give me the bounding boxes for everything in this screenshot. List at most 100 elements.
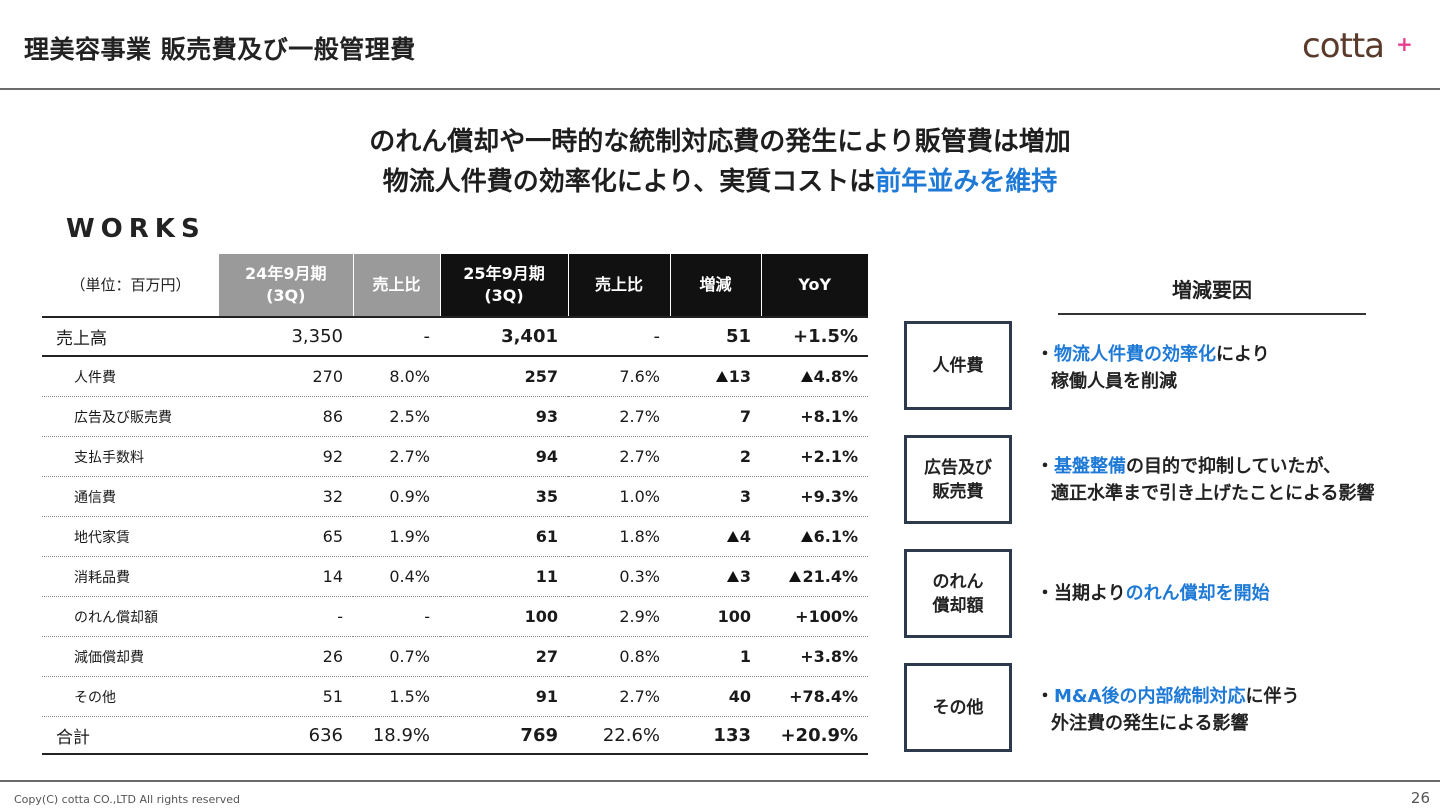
cell-yoy: 6.1% xyxy=(761,516,868,557)
reason-box-label: のれん xyxy=(932,571,984,592)
cell-prev-ratio: 0.7% xyxy=(353,636,440,677)
reason-highlight: のれん償却を開始 xyxy=(1125,583,1270,604)
cell-value: - xyxy=(653,326,661,347)
reason-box-personnel: 人件費 xyxy=(904,321,1012,410)
reason-line: 外注費の発生による影響 xyxy=(1051,713,1249,734)
reasons-divider xyxy=(1058,313,1366,315)
cell-value: 270 xyxy=(312,367,343,386)
cell-curr-ratio: 7.6% xyxy=(568,356,670,397)
cell-value: 26 xyxy=(322,647,343,666)
page-number: 26 xyxy=(1410,789,1430,807)
cell-label: その他 xyxy=(42,676,219,717)
cell-yoy: +3.8% xyxy=(761,636,868,677)
table-row: 通信費 32 0.9% 35 1.0% 3 +9.3% xyxy=(42,476,868,517)
reason-text: に伴う xyxy=(1245,686,1300,707)
cell-diff: 7 xyxy=(670,396,761,437)
cell-value: +78.4% xyxy=(789,687,858,706)
cell-yoy: +8.1% xyxy=(761,396,868,437)
cell-value: 133 xyxy=(713,724,751,746)
logo-plus-icon: + xyxy=(1396,32,1413,56)
copyright-text: Copy(C) cotta CO.,LTD All rights reserve… xyxy=(14,793,241,806)
cell-value: 769 xyxy=(520,724,558,746)
cell-prev: 26 xyxy=(219,636,353,677)
cell-value: 通信費 xyxy=(74,489,116,506)
table-header-row: （単位：百万円） 24年9月期 (3Q) 売上比 25年9月期 (3Q) 売上比 増… xyxy=(42,254,868,317)
cell-curr-ratio: 2.7% xyxy=(568,396,670,437)
cell-value: - xyxy=(424,607,430,626)
cell-curr: 11 xyxy=(440,556,568,597)
cell-value: 消耗品費 xyxy=(74,569,130,586)
cell-value: - xyxy=(423,326,431,347)
cell-prev-ratio: 18.9% xyxy=(353,716,440,755)
table-row: 地代家賃 65 1.9% 61 1.8% 4 6.1% xyxy=(42,516,868,557)
cell-value: +3.8% xyxy=(800,647,858,666)
cell-value: 65 xyxy=(322,527,343,546)
cell-value: その他 xyxy=(74,689,116,706)
cell-value: 3,350 xyxy=(291,326,343,347)
header-curr-period-line2: (3Q) xyxy=(484,286,524,305)
logo-text: cotta xyxy=(1302,26,1385,66)
footer-divider xyxy=(0,780,1440,782)
table-row: 消耗品費 14 0.4% 11 0.3% 3 21.4% xyxy=(42,556,868,597)
header-curr-ratio: 売上比 xyxy=(568,254,671,317)
cell-value: +2.1% xyxy=(800,447,858,466)
segment-label: WORKS xyxy=(66,214,206,244)
cell-value: 22.6% xyxy=(602,724,660,746)
decrease-triangle-icon xyxy=(800,531,813,542)
cell-value: 6.1% xyxy=(813,527,858,546)
cell-prev: 270 xyxy=(219,356,353,397)
cell-value: 0.8% xyxy=(619,647,660,666)
cell-yoy: 4.8% xyxy=(761,356,868,397)
reason-box-advertising: 広告及び 販売費 xyxy=(904,435,1012,524)
cell-curr-ratio: 2.7% xyxy=(568,436,670,477)
cell-yoy: +9.3% xyxy=(761,476,868,517)
cell-curr: 94 xyxy=(440,436,568,477)
cell-value: 1.8% xyxy=(619,527,660,546)
cell-prev: 92 xyxy=(219,436,353,477)
cell-curr: 61 xyxy=(440,516,568,557)
header-curr-period-line1: 25年9月期 xyxy=(463,264,545,283)
decrease-triangle-icon xyxy=(726,531,739,542)
cell-value: 100 xyxy=(524,607,558,626)
cotta-logo: cotta + xyxy=(1302,26,1413,66)
cell-prev: - xyxy=(219,596,353,637)
cell-prev-ratio: 0.9% xyxy=(353,476,440,517)
cell-prev-ratio: - xyxy=(353,316,440,357)
cell-curr: 257 xyxy=(440,356,568,397)
cell-curr: 769 xyxy=(440,716,568,755)
cell-value: 100 xyxy=(717,607,751,626)
cell-diff: 13 xyxy=(670,356,761,397)
cell-prev: 32 xyxy=(219,476,353,517)
headline-line-2-highlight: 前年並みを維持 xyxy=(875,167,1058,197)
cell-yoy: +78.4% xyxy=(761,676,868,717)
cell-prev-ratio: 2.5% xyxy=(353,396,440,437)
cell-value: 減価償却費 xyxy=(74,649,144,666)
cell-prev-ratio: 2.7% xyxy=(353,436,440,477)
cell-value: 18.9% xyxy=(372,724,430,746)
cell-value: 61 xyxy=(535,527,558,546)
cell-label: 地代家賃 xyxy=(42,516,219,557)
cell-value: 0.7% xyxy=(389,647,430,666)
cell-curr-ratio: 0.3% xyxy=(568,556,670,597)
table-row: 合計 636 18.9% 769 22.6% 133 +20.9% xyxy=(42,716,868,755)
reason-text: の目的で抑制していたが、 xyxy=(1126,456,1342,477)
sga-table: （単位：百万円） 24年9月期 (3Q) 売上比 25年9月期 (3Q) 売上比 増… xyxy=(42,254,868,755)
table-row: 人件費 270 8.0% 257 7.6% 13 4.8% xyxy=(42,356,868,397)
header-diff: 増減 xyxy=(670,254,762,317)
reason-highlight: 基盤整備 xyxy=(1054,456,1126,477)
reason-highlight: M&A後の内部統制対応 xyxy=(1054,686,1246,707)
reason-line: ・当期よりのれん償却を開始 xyxy=(1036,580,1270,607)
cell-value: 92 xyxy=(322,447,343,466)
cell-curr-ratio: 2.7% xyxy=(568,676,670,717)
cell-value: 1.0% xyxy=(619,487,660,506)
cell-yoy: 21.4% xyxy=(761,556,868,597)
cell-curr-ratio: 22.6% xyxy=(568,716,670,755)
table-row: のれん償却額 - - 100 2.9% 100 +100% xyxy=(42,596,868,637)
header-curr-period: 25年9月期 (3Q) xyxy=(440,254,569,317)
header-prev-ratio: 売上比 xyxy=(353,254,441,317)
cell-curr-ratio: - xyxy=(568,316,670,357)
header-prev-period-line1: 24年9月期 xyxy=(245,264,327,283)
decrease-triangle-icon xyxy=(800,371,813,382)
cell-value: +8.1% xyxy=(800,407,858,426)
header-yoy: YoY xyxy=(761,254,868,317)
